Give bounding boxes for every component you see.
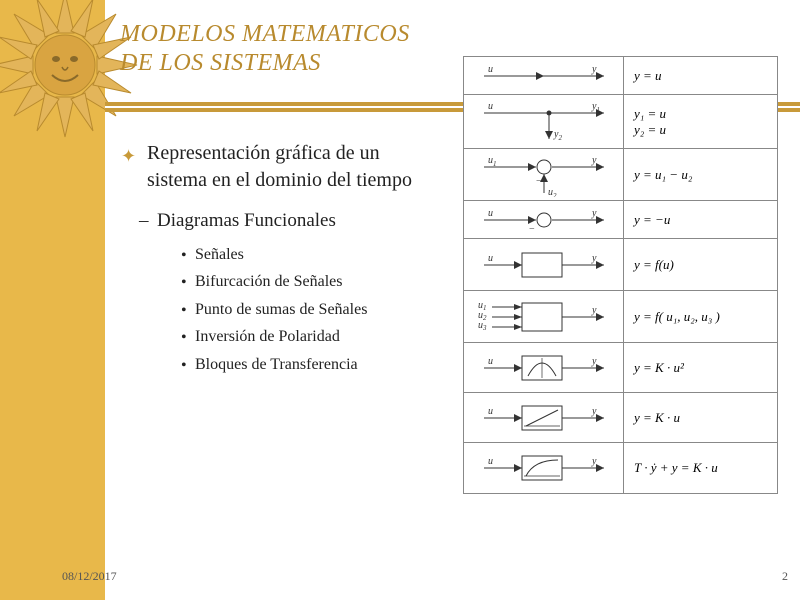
- diagram-cell: u1 u2 u3 y: [464, 291, 624, 342]
- list-item-text: Bifurcación de Señales: [195, 273, 343, 290]
- equation-cell: y = u₁ − u₂: [624, 149, 777, 200]
- list-item-text: Punto de sumas de Señales: [195, 301, 367, 318]
- equation-text: T · ẏ + y = K · u: [634, 460, 767, 476]
- equation-text: y₂ = u: [634, 122, 767, 138]
- main-bullet: ✦ Representación gráfica de un sistema e…: [125, 140, 430, 194]
- signal-diagram: u y: [474, 62, 614, 90]
- table-row: u y y = u: [464, 57, 777, 95]
- dot-icon: •: [181, 245, 187, 267]
- list-item: • Bifurcación de Señales: [181, 271, 430, 293]
- sub2-list: • Señales • Bifurcación de Señales • Punto …: [125, 244, 430, 376]
- equation-text: y = −u: [634, 212, 767, 228]
- table-row: u y1 y2 y₁ = u y₂ = u: [464, 95, 777, 149]
- svg-text:u2: u2: [548, 187, 557, 197]
- sub1-text: Diagramas Funcionales: [157, 210, 336, 231]
- list-item-text: Inversión de Polaridad: [195, 328, 340, 345]
- table-row: − u y y = −u: [464, 201, 777, 239]
- list-item: • Punto de sumas de Señales: [181, 299, 430, 321]
- bifurcation-diagram: u y1 y2: [474, 99, 614, 145]
- svg-text:y: y: [591, 305, 597, 316]
- multi-block-diagram: u1 u2 u3 y: [474, 295, 614, 339]
- equation-text: y = u: [634, 68, 767, 84]
- diagram-cell: − u y: [464, 201, 624, 238]
- svg-text:u1: u1: [488, 155, 497, 168]
- dot-icon: •: [181, 355, 187, 377]
- table-row: u1 u2 u3 y y = f( u₁, u₂, u₃ ): [464, 291, 777, 343]
- footer-date: 08/12/2017: [62, 569, 117, 584]
- diagram-cell: u y1 y2: [464, 95, 624, 148]
- equation-cell: y = f(u): [624, 239, 777, 290]
- equation-text: y₁ = u: [634, 106, 767, 122]
- diagram-cell: u y: [464, 393, 624, 442]
- diagram-cell: u y: [464, 57, 624, 94]
- table-row: u y y = K · u²: [464, 343, 777, 393]
- dash-icon: –: [139, 208, 149, 234]
- diagram-cell: u y: [464, 239, 624, 290]
- diagram-cell: u y: [464, 443, 624, 493]
- firstorder-block-diagram: u y: [474, 448, 614, 488]
- svg-text:y: y: [591, 64, 597, 75]
- footer-page: 2: [782, 569, 788, 584]
- equation-text: y = K · u²: [634, 360, 767, 376]
- svg-text:−: −: [536, 176, 542, 187]
- equation-text: y = u₁ − u₂: [634, 167, 767, 183]
- svg-text:u: u: [488, 456, 493, 467]
- list-item: • Inversión de Polaridad: [181, 326, 430, 348]
- main-bullet-text: Representación gráfica de un sistema en …: [147, 142, 412, 191]
- diagram-cell: − u1 u2 y: [464, 149, 624, 200]
- list-item: • Bloques de Transferencia: [181, 354, 430, 376]
- equation-cell: y = f( u₁, u₂, u₃ ): [624, 291, 777, 342]
- svg-text:u: u: [488, 253, 493, 264]
- equation-cell: y = −u: [624, 201, 777, 238]
- svg-text:y: y: [591, 208, 597, 219]
- list-item-text: Señales: [195, 246, 244, 263]
- parabola-block-diagram: u y: [474, 348, 614, 388]
- equation-cell: y = K · u²: [624, 343, 777, 392]
- list-item: • Señales: [181, 244, 430, 266]
- svg-text:y: y: [591, 356, 597, 367]
- svg-text:u: u: [488, 406, 493, 417]
- body-block: ✦ Representación gráfica de un sistema e…: [125, 20, 430, 382]
- diagram-cell: u y: [464, 343, 624, 392]
- equation-text: y = K · u: [634, 410, 767, 426]
- equation-cell: y₁ = u y₂ = u: [624, 95, 777, 148]
- svg-text:y: y: [591, 155, 597, 166]
- linear-block-diagram: u y: [474, 398, 614, 438]
- list-item-text: Bloques de Transferencia: [195, 356, 358, 373]
- block-diagram: u y: [474, 245, 614, 285]
- sum-diagram: − u1 u2 y: [474, 153, 614, 197]
- equation-cell: T · ẏ + y = K · u: [624, 443, 777, 493]
- diagram-table: u y y = u u y1 y2 y₁ = u y₂ = u: [463, 56, 778, 494]
- svg-text:y1: y1: [591, 101, 600, 114]
- svg-text:y2: y2: [553, 129, 562, 142]
- dot-icon: •: [181, 327, 187, 349]
- table-row: u y y = f(u): [464, 239, 777, 291]
- table-row: u y T · ẏ + y = K · u: [464, 443, 777, 493]
- dot-icon: •: [181, 300, 187, 322]
- star-bullet-icon: ✦: [121, 144, 136, 168]
- svg-text:y: y: [591, 406, 597, 417]
- svg-text:y: y: [591, 456, 597, 467]
- sub-bullet-1: – Diagramas Funcionales: [125, 208, 430, 234]
- svg-text:u: u: [488, 64, 493, 75]
- inversion-diagram: − u y: [474, 206, 614, 234]
- svg-text:y: y: [591, 253, 597, 264]
- svg-text:u: u: [488, 356, 493, 367]
- table-row: − u1 u2 y y = u₁ − u₂: [464, 149, 777, 201]
- svg-text:u: u: [488, 101, 493, 112]
- equation-text: y = f( u₁, u₂, u₃ ): [634, 309, 767, 325]
- svg-text:−: −: [529, 224, 535, 234]
- dot-icon: •: [181, 272, 187, 294]
- equation-cell: y = K · u: [624, 393, 777, 442]
- table-row: u y y = K · u: [464, 393, 777, 443]
- equation-cell: y = u: [624, 57, 777, 94]
- svg-text:u: u: [488, 208, 493, 219]
- equation-text: y = f(u): [634, 257, 767, 273]
